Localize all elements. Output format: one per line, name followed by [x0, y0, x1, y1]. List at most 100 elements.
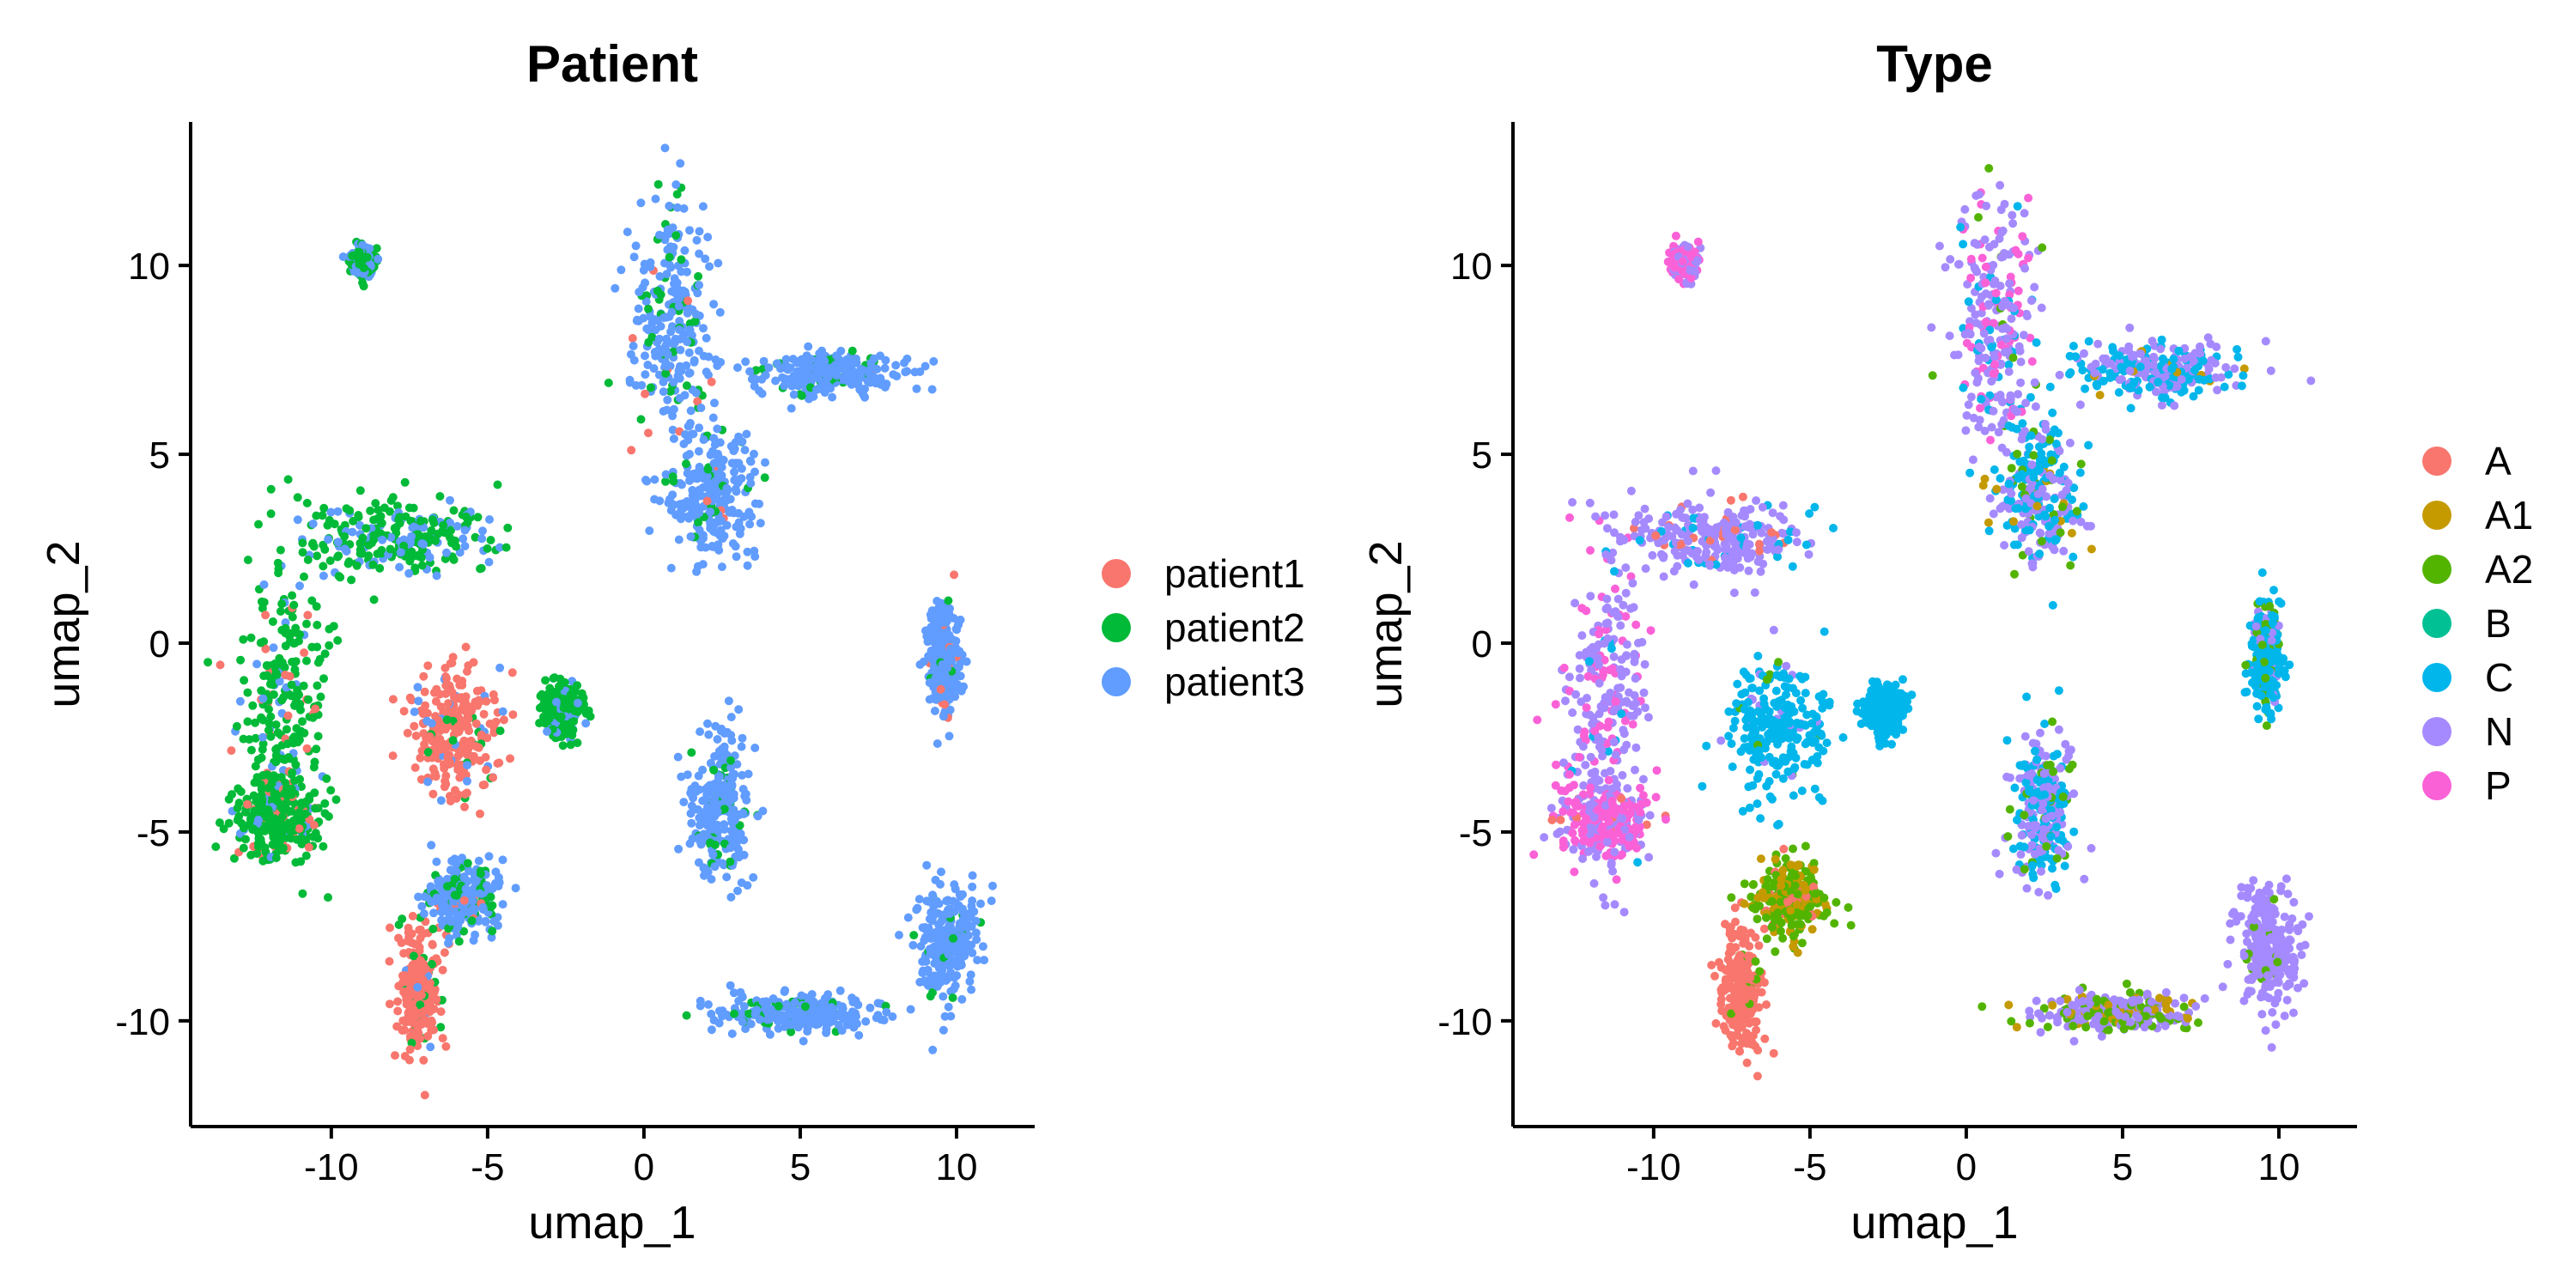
data-point [267, 779, 276, 788]
data-point [933, 939, 943, 948]
data-point [2008, 210, 2017, 220]
data-point [665, 201, 674, 210]
data-point [922, 924, 932, 933]
data-point [432, 995, 441, 1004]
data-point [706, 450, 715, 459]
data-point [428, 940, 437, 950]
data-point [930, 959, 939, 968]
data-point [677, 366, 686, 375]
data-point [687, 818, 696, 828]
data-point [302, 498, 312, 507]
data-point [865, 368, 874, 378]
data-point [2084, 440, 2093, 450]
data-point [965, 977, 975, 986]
data-point [745, 519, 755, 529]
data-point [686, 406, 696, 416]
data-point [953, 962, 963, 971]
data-point [1990, 276, 2000, 285]
data-point [726, 507, 734, 517]
data-point [2065, 369, 2074, 379]
data-point [2108, 343, 2117, 352]
data-point [430, 751, 440, 760]
data-point [727, 1029, 737, 1038]
data-point [420, 1091, 429, 1100]
data-point [300, 572, 308, 581]
data-point [2129, 379, 2139, 388]
data-point [667, 307, 677, 317]
data-point [646, 383, 655, 392]
data-point [284, 753, 294, 762]
data-point [642, 324, 652, 333]
data-point [719, 790, 728, 799]
data-point [666, 563, 676, 573]
data-point [2115, 351, 2123, 360]
data-point [312, 602, 321, 611]
data-point [419, 909, 428, 919]
data-point [1975, 190, 1984, 199]
data-point [288, 768, 297, 777]
data-point [682, 381, 691, 391]
data-point [969, 907, 979, 916]
data-point [945, 732, 954, 741]
data-point [688, 834, 697, 843]
data-point [454, 937, 464, 946]
data-point [683, 337, 692, 347]
data-point [266, 484, 276, 494]
data-point [288, 591, 297, 600]
data-point [2004, 479, 2014, 489]
data-point [724, 696, 733, 706]
data-point [376, 512, 386, 521]
data-point [933, 629, 943, 639]
data-point [2087, 521, 2095, 531]
data-point [910, 368, 920, 377]
data-point [249, 824, 258, 834]
data-point [1992, 484, 2002, 494]
data-point [828, 392, 837, 402]
data-point [691, 310, 701, 319]
data-point [442, 674, 451, 683]
data-point [256, 780, 265, 789]
data-point [436, 702, 446, 712]
data-point [374, 254, 383, 264]
data-point [366, 506, 375, 515]
data-point [895, 931, 903, 939]
data-point [931, 875, 940, 884]
data-point [694, 271, 703, 281]
data-point [417, 902, 427, 911]
data-point [1935, 241, 1944, 251]
data-point [650, 348, 659, 356]
data-point [2035, 528, 2044, 538]
data-point [573, 681, 582, 690]
data-point [427, 897, 436, 907]
data-point [478, 902, 488, 912]
data-point [2059, 546, 2069, 556]
data-point [320, 649, 330, 659]
data-point [937, 867, 945, 877]
data-point [2099, 376, 2108, 386]
x-tick-label: 0 [634, 1146, 654, 1188]
data-point [631, 380, 641, 390]
data-point [264, 705, 273, 714]
data-point [257, 753, 266, 762]
data-point [302, 656, 311, 665]
data-point [617, 265, 626, 275]
data-point [660, 258, 669, 268]
data-point [660, 143, 670, 153]
data-point [453, 521, 462, 531]
data-point [298, 889, 307, 898]
data-point [427, 841, 436, 850]
data-point [245, 735, 254, 744]
data-point [929, 356, 939, 366]
data-point [2004, 367, 2014, 376]
data-point [861, 1017, 871, 1026]
legend-label: patient3 [1164, 659, 1305, 704]
data-point [674, 844, 683, 854]
data-point [259, 580, 269, 589]
data-point [394, 920, 404, 929]
data-point [949, 933, 958, 943]
data-point [709, 785, 719, 794]
data-point [880, 363, 890, 373]
data-point [216, 660, 225, 670]
data-point [311, 804, 320, 813]
data-point [734, 475, 744, 484]
